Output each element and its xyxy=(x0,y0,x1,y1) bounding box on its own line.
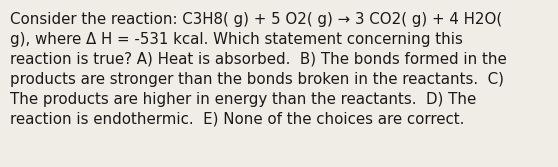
Text: Consider the reaction: C3H8( g) + 5 O2( g) → 3 CO2( g) + 4 H2O(
g), where Δ H = : Consider the reaction: C3H8( g) + 5 O2( … xyxy=(10,12,507,127)
